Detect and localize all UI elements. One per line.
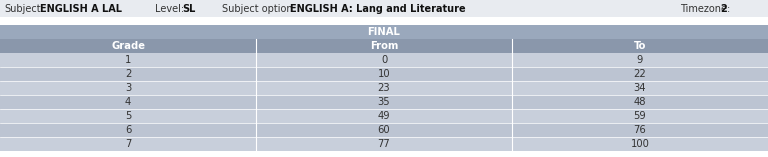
Text: ENGLISH A LAL: ENGLISH A LAL: [40, 3, 122, 14]
Text: 60: 60: [378, 125, 390, 135]
Bar: [0, 81, 768, 95]
Text: 0: 0: [381, 55, 387, 65]
Text: 34: 34: [634, 83, 646, 93]
Text: 2: 2: [720, 3, 727, 14]
Text: SL: SL: [182, 3, 195, 14]
Text: 48: 48: [634, 97, 646, 107]
Text: 3: 3: [125, 83, 131, 93]
Text: 10: 10: [378, 69, 390, 79]
Text: 6: 6: [125, 125, 131, 135]
Bar: [0, 95, 768, 109]
Text: 22: 22: [634, 69, 647, 79]
Text: To: To: [634, 41, 646, 51]
Text: Subject option:: Subject option:: [222, 3, 296, 14]
Text: Grade: Grade: [111, 41, 145, 51]
Text: 100: 100: [631, 139, 650, 149]
Text: From: From: [370, 41, 398, 51]
Bar: [0, 0, 768, 17]
Bar: [0, 25, 768, 39]
Text: 76: 76: [634, 125, 647, 135]
Text: Level:: Level:: [155, 3, 184, 14]
Text: 9: 9: [637, 55, 643, 65]
Text: 4: 4: [125, 97, 131, 107]
Text: 35: 35: [378, 97, 390, 107]
Bar: [0, 109, 768, 123]
Bar: [0, 67, 768, 81]
Text: 7: 7: [125, 139, 131, 149]
Text: Timezone:: Timezone:: [680, 3, 730, 14]
Text: Subject:: Subject:: [4, 3, 44, 14]
Text: 23: 23: [378, 83, 390, 93]
Text: 59: 59: [634, 111, 647, 121]
Bar: [0, 25, 768, 151]
Text: 49: 49: [378, 111, 390, 121]
Text: 1: 1: [125, 55, 131, 65]
Text: 77: 77: [378, 139, 390, 149]
Bar: [0, 53, 768, 67]
Bar: [0, 123, 768, 137]
Text: ENGLISH A: Lang and Literature: ENGLISH A: Lang and Literature: [290, 3, 465, 14]
Text: FINAL: FINAL: [368, 27, 400, 37]
Text: 2: 2: [125, 69, 131, 79]
Bar: [0, 137, 768, 151]
Bar: [0, 39, 768, 53]
Text: 5: 5: [125, 111, 131, 121]
